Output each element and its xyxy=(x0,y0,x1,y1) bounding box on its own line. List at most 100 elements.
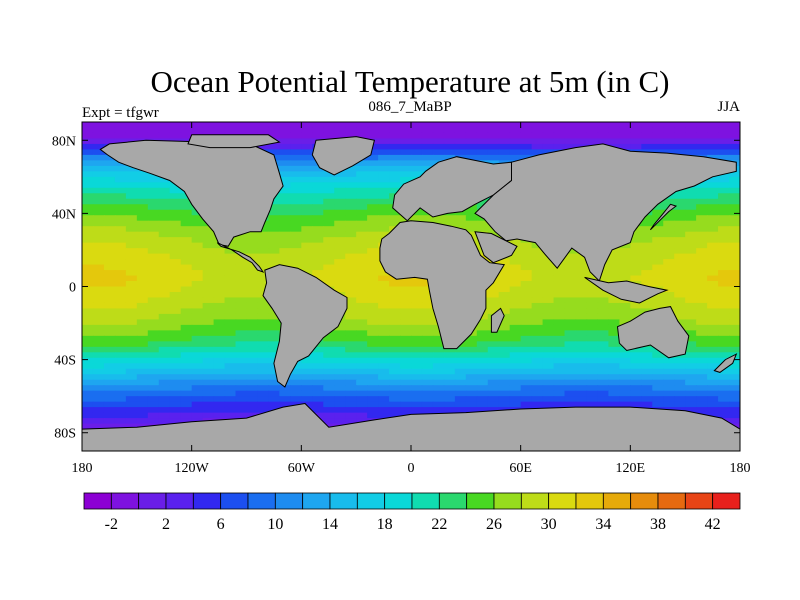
temperature-cell xyxy=(147,324,160,331)
temperature-cell xyxy=(696,324,708,331)
temperature-cell xyxy=(345,357,357,364)
temperature-cell xyxy=(334,335,346,342)
temperature-cell xyxy=(114,374,127,381)
temperature-cell xyxy=(729,226,740,233)
temperature-cell xyxy=(389,346,401,353)
temperature-cell xyxy=(531,385,544,392)
temperature-cell xyxy=(411,286,423,293)
temperature-cell xyxy=(421,160,434,167)
temperature-cell xyxy=(421,346,434,353)
temperature-cell xyxy=(378,149,390,156)
temperature-cell xyxy=(169,368,182,375)
temperature-cell xyxy=(180,237,193,244)
temperature-cell xyxy=(663,122,675,129)
temperature-cell xyxy=(224,357,237,364)
temperature-cell xyxy=(345,198,357,205)
temperature-cell xyxy=(465,209,478,216)
temperature-cell xyxy=(498,259,511,266)
temperature-cell xyxy=(103,423,116,430)
temperature-cell xyxy=(345,237,357,244)
temperature-cell xyxy=(411,154,423,161)
temperature-cell xyxy=(301,226,313,233)
temperature-cell xyxy=(169,132,182,140)
temperature-cell xyxy=(553,324,566,331)
temperature-cell xyxy=(235,270,248,277)
temperature-cell xyxy=(114,259,127,266)
temperature-cell xyxy=(323,401,335,408)
temperature-cell xyxy=(180,319,193,326)
temperature-cell xyxy=(542,352,555,359)
temperature-cell xyxy=(443,385,456,392)
temperature-cell xyxy=(443,379,456,386)
temperature-cell xyxy=(641,127,653,134)
season-label: JJA xyxy=(717,99,740,115)
temperature-cell xyxy=(718,302,730,310)
temperature-cell xyxy=(718,242,730,249)
temperature-cell xyxy=(367,379,379,386)
temperature-cell xyxy=(158,308,171,315)
temperature-cell xyxy=(213,374,226,381)
temperature-cell xyxy=(136,259,149,266)
temperature-cell xyxy=(454,396,467,403)
temperature-cell xyxy=(82,297,94,304)
temperature-cell xyxy=(608,259,620,266)
land-north-america xyxy=(99,139,284,247)
temperature-cell xyxy=(279,154,291,161)
temperature-cell xyxy=(652,248,664,255)
temperature-cell xyxy=(685,242,697,249)
temperature-cell xyxy=(378,346,390,353)
temperature-cell xyxy=(312,270,324,277)
temperature-cell xyxy=(246,412,259,419)
temperature-cell xyxy=(114,341,127,348)
temperature-cell xyxy=(432,401,445,408)
temperature-cell xyxy=(224,368,237,375)
temperature-cell xyxy=(454,368,467,375)
temperature-cell xyxy=(125,165,138,172)
temperature-cell xyxy=(224,341,237,348)
temperature-cell xyxy=(400,302,412,310)
temperature-cell xyxy=(674,253,686,260)
temperature-cell xyxy=(729,264,740,271)
temperature-cell xyxy=(498,385,511,392)
temperature-cell xyxy=(707,286,719,293)
temperature-cell xyxy=(158,204,171,211)
temperature-cell xyxy=(345,171,357,178)
temperature-cell xyxy=(652,253,664,260)
temperature-cell xyxy=(586,319,599,326)
temperature-cell xyxy=(509,281,522,288)
temperature-cell xyxy=(367,259,379,266)
temperature-cell xyxy=(82,418,94,425)
temperature-cell xyxy=(301,215,313,222)
colorbar-tick-label: 38 xyxy=(650,516,666,533)
temperature-cell xyxy=(92,209,105,216)
temperature-cell xyxy=(586,341,599,348)
temperature-cell xyxy=(125,198,138,205)
colorbar-swatch xyxy=(493,492,522,510)
temperature-cell xyxy=(641,220,653,227)
temperature-cell xyxy=(389,122,401,129)
temperature-cell xyxy=(498,357,511,364)
temperature-cell xyxy=(487,160,500,167)
temperature-cell xyxy=(729,198,740,205)
temperature-cell xyxy=(400,346,412,353)
temperature-cell xyxy=(202,357,215,364)
temperature-cell xyxy=(641,132,653,140)
temperature-cell xyxy=(663,302,675,310)
temperature-cell xyxy=(729,215,740,222)
temperature-cell xyxy=(608,346,620,353)
temperature-cell xyxy=(147,275,160,282)
temperature-cell xyxy=(103,248,116,255)
temperature-cell xyxy=(345,132,357,140)
temperature-cell xyxy=(476,346,489,353)
temperature-cell xyxy=(509,248,522,255)
temperature-cell xyxy=(334,204,346,211)
temperature-cell xyxy=(432,149,445,156)
temperature-cell xyxy=(125,275,138,282)
temperature-cell xyxy=(235,259,248,266)
temperature-cell xyxy=(224,401,237,408)
temperature-cell xyxy=(82,324,94,331)
temperature-cell xyxy=(674,220,686,227)
temperature-cell xyxy=(334,281,346,288)
temperature-cell xyxy=(169,291,182,299)
temperature-cell xyxy=(345,346,357,353)
